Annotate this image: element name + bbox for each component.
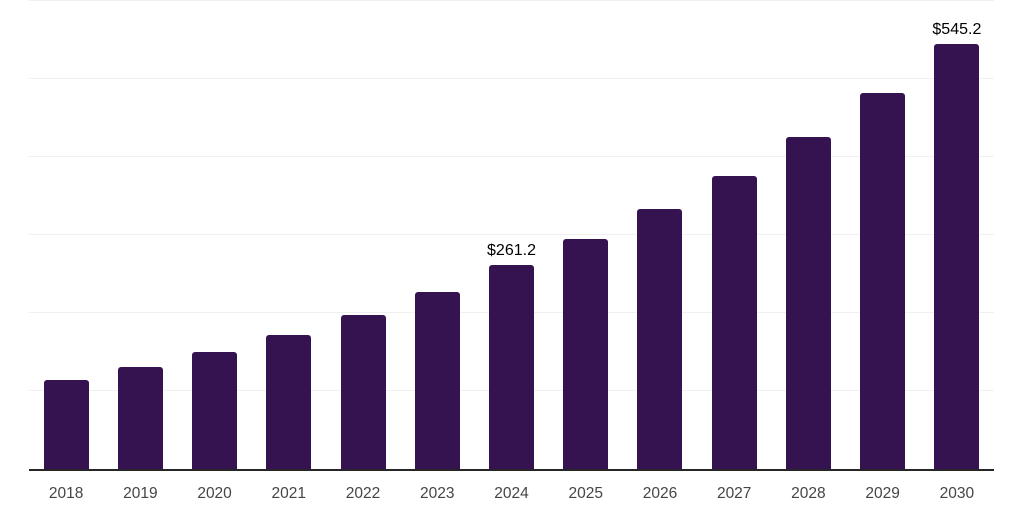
x-tick-2028: 2028 — [791, 485, 826, 502]
data-label-2030: $545.2 — [932, 20, 982, 38]
x-tick-2023: 2023 — [420, 485, 455, 502]
bar-2021 — [266, 335, 312, 469]
x-tick-2029: 2029 — [865, 485, 900, 502]
bar-2020 — [192, 352, 238, 469]
bar-2026 — [637, 209, 683, 469]
x-tick-2027: 2027 — [716, 485, 752, 502]
gridline — [29, 234, 994, 235]
bar-2022 — [340, 315, 386, 469]
bar-2028 — [785, 137, 831, 469]
x-tick-2022: 2022 — [345, 485, 381, 502]
bar-2019 — [117, 366, 163, 469]
gridline — [29, 156, 994, 157]
bar-2023 — [414, 292, 460, 469]
x-tick-2026: 2026 — [642, 485, 678, 502]
x-tick-2019: 2019 — [123, 485, 158, 502]
bar-2029 — [860, 92, 906, 469]
bar-2030 — [934, 43, 980, 469]
gridline — [29, 0, 994, 1]
gridline — [29, 78, 994, 79]
x-tick-2025: 2025 — [568, 485, 603, 502]
plot-area: $261.2 $545.2 — [29, 0, 994, 471]
bar-2024 — [489, 265, 534, 469]
x-tick-2018: 2018 — [48, 485, 84, 502]
bar-2027 — [711, 176, 757, 469]
x-tick-2021: 2021 — [271, 485, 307, 502]
x-tick-2024: 2024 — [494, 485, 529, 502]
x-tick-2030: 2030 — [939, 485, 975, 502]
data-label-2024: $261.2 — [487, 242, 536, 260]
x-tick-2020: 2020 — [197, 485, 232, 502]
x-axis: 2018 2019 2020 2021 2022 2023 2024 2025 2026 2027… — [29, 485, 994, 507]
bar-2018 — [43, 380, 89, 469]
bar-2025 — [563, 238, 609, 469]
